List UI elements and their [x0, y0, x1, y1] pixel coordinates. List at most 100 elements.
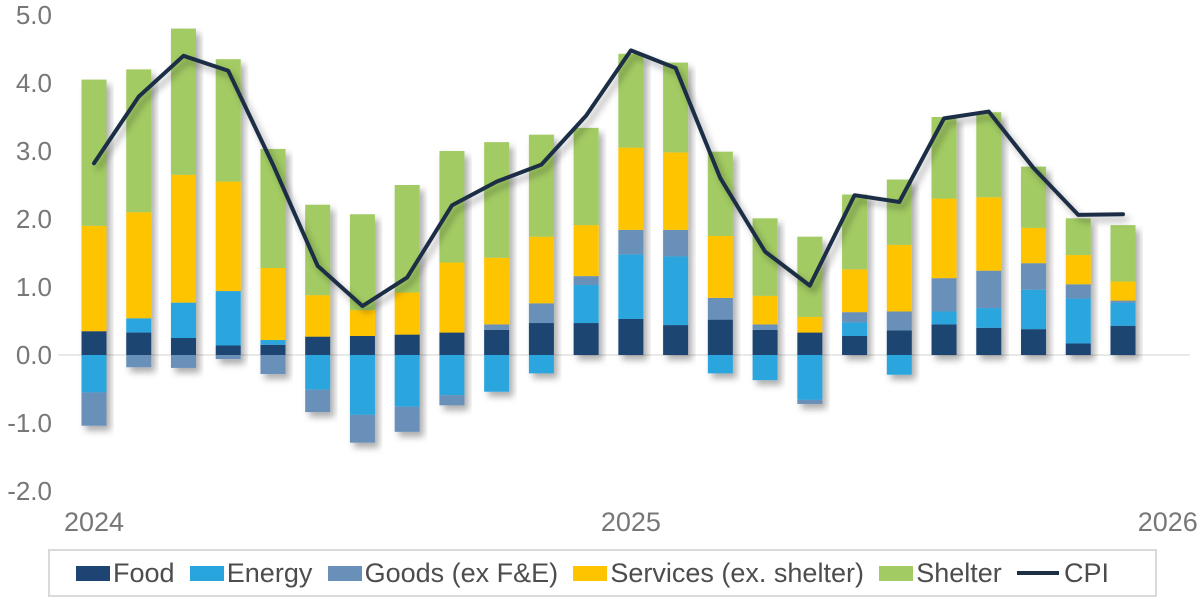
bar-segment-shelter — [842, 194, 868, 270]
bar-stack-jul-2025 — [886, 179, 912, 375]
bar-segment-food — [1110, 325, 1136, 355]
bar-segment-services-ex-shelter — [663, 152, 689, 230]
bar-segment-shelter — [484, 142, 510, 258]
goods-swatch-icon — [327, 565, 362, 581]
bar-stack-sep-2024 — [439, 151, 465, 406]
bar-segment-services-ex-shelter — [394, 292, 420, 335]
x-axis-year-label: 2026 — [1138, 507, 1198, 537]
bar-segment-energy — [81, 355, 107, 393]
bar-segment-shelter — [528, 134, 554, 237]
bar-stack-oct-2025 — [1021, 166, 1047, 355]
bar-segment-shelter — [663, 62, 689, 153]
legend-label-food: Food — [113, 557, 175, 588]
bar-segment-services-ex-shelter — [484, 257, 510, 325]
bar-segment-services-ex-shelter — [842, 269, 868, 313]
bar-segment-energy — [976, 308, 1002, 328]
bar-segment-services-ex-shelter — [528, 236, 554, 304]
bar-segment-goods-ex-f-e — [931, 278, 957, 312]
bar-segment-food — [484, 329, 510, 355]
bar-segment-food — [215, 345, 241, 355]
bar-segment-food — [1021, 329, 1047, 355]
bar-segment-energy — [394, 355, 420, 407]
legend-label-energy: Energy — [226, 557, 313, 588]
cpi-line — [92, 48, 1125, 309]
bar-segment-services-ex-shelter — [707, 236, 733, 298]
bar-segment-shelter — [215, 59, 241, 182]
bar-segment-services-ex-shelter — [215, 181, 241, 292]
chart-legend: Food Energy Goods (ex F&E) Services (ex.… — [48, 549, 1157, 597]
bar-stack-oct-2024 — [484, 142, 510, 392]
bar-segment-services-ex-shelter — [797, 316, 823, 333]
bar-segment-food — [81, 331, 107, 355]
bar-stack-jun-2024 — [305, 204, 331, 413]
bar-segment-energy — [931, 311, 957, 325]
y-axis-tick-label: -1.0 — [7, 408, 52, 438]
bar-segment-energy — [707, 355, 733, 374]
bar-segment-energy — [484, 355, 510, 392]
bar-stack-jan-2024 — [81, 79, 107, 426]
bar-stack-apr-2025 — [752, 218, 778, 381]
bar-segment-goods-ex-f-e — [886, 311, 912, 331]
bar-segment-food — [528, 323, 554, 355]
chart-plot: 5.0 4.0 3.0 2.0 1.0 0.0 -1.0 -2.0 2024 2025 2026 — [7, 0, 1198, 537]
bar-segment-goods-ex-f-e — [1110, 300, 1136, 303]
bar-stack-dec-2024 — [573, 127, 599, 355]
bar-stack-may-2025 — [797, 236, 823, 404]
bar-segment-goods-ex-f-e — [305, 389, 331, 413]
bar-segment-food — [976, 327, 1002, 355]
bar-segment-shelter — [618, 53, 644, 148]
bar-segment-shelter — [1065, 218, 1091, 256]
bar-stack-sep-2025 — [976, 112, 1002, 355]
bar-segment-goods-ex-f-e — [752, 324, 778, 330]
bar-segment-goods-ex-f-e — [126, 355, 152, 368]
bar-stack-aug-2024 — [394, 185, 420, 432]
energy-swatch-icon — [189, 565, 224, 581]
bar-segment-energy — [573, 284, 599, 324]
bar-segment-goods-ex-f-e — [797, 399, 823, 404]
bar-segment-energy — [305, 355, 331, 390]
y-axis-tick-label: -2.0 — [7, 476, 52, 506]
bar-segment-services-ex-shelter — [886, 244, 912, 312]
bar-segment-energy — [663, 256, 689, 326]
bar-segment-energy — [260, 340, 286, 345]
bar-segment-services-ex-shelter — [573, 225, 599, 277]
legend-label-cpi: CPI — [1063, 557, 1109, 588]
bar-segment-food — [394, 334, 420, 355]
bar-segment-energy — [1065, 298, 1091, 344]
bar-segment-goods-ex-f-e — [1065, 284, 1091, 299]
bar-segment-energy — [618, 254, 644, 319]
bar-segment-services-ex-shelter — [752, 295, 778, 325]
bar-segment-goods-ex-f-e — [707, 297, 733, 320]
bar-stack-aug-2025 — [931, 117, 957, 355]
bar-segment-food — [707, 319, 733, 355]
bar-stack-jun-2025 — [842, 194, 868, 355]
bar-stack-mar-2024 — [170, 28, 196, 368]
bar-segment-services-ex-shelter — [439, 262, 465, 333]
bar-segment-goods-ex-f-e — [170, 355, 196, 368]
bar-segment-food — [573, 323, 599, 355]
bar-segment-food — [886, 330, 912, 355]
bar-segment-goods-ex-f-e — [394, 406, 420, 432]
bar-segment-energy — [842, 322, 868, 336]
y-axis-tick-label: 1.0 — [16, 272, 52, 302]
bar-segment-goods-ex-f-e — [215, 355, 241, 360]
bar-segment-services-ex-shelter — [126, 212, 152, 319]
bar-stack-nov-2025 — [1065, 218, 1091, 355]
bar-segment-energy — [349, 355, 375, 415]
bar-segment-energy — [215, 291, 241, 346]
bar-segment-shelter — [126, 69, 152, 213]
bar-segment-energy — [528, 355, 554, 374]
bar-segment-goods-ex-f-e — [842, 312, 868, 323]
bar-stack-apr-2024 — [215, 59, 241, 360]
x-axis-year-label: 2024 — [64, 507, 124, 537]
bar-segment-goods-ex-f-e — [260, 355, 286, 375]
bar-segment-goods-ex-f-e — [439, 395, 465, 406]
bar-segment-food — [305, 336, 331, 355]
bar-segment-food — [663, 325, 689, 355]
bar-stack-mar-2025 — [707, 151, 733, 374]
legend-label-services: Services (ex. shelter) — [610, 557, 864, 588]
bar-segment-food — [842, 335, 868, 355]
bar-segment-goods-ex-f-e — [1021, 263, 1047, 290]
bar-segment-shelter — [931, 117, 957, 199]
bar-segment-food — [931, 324, 957, 355]
